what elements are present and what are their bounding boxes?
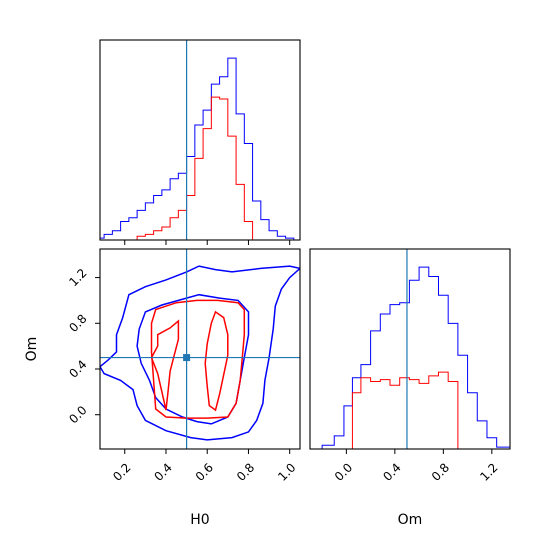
histogram-h0-panel	[99, 39, 301, 245]
x-tick-label: 0.4	[151, 460, 174, 483]
histogram-series-1	[310, 266, 511, 450]
y-tick-label: 0.0	[66, 403, 89, 426]
histogram-series-2	[100, 96, 300, 241]
x-tick-label: 1.0	[275, 460, 298, 483]
x-tick-label: 0.2	[110, 460, 133, 483]
histogram-series-2	[310, 371, 510, 450]
x-axis-label-h0: H0	[190, 512, 209, 528]
x-tick-label: 0.6	[193, 460, 216, 483]
x-tick-label: 0.8	[429, 460, 452, 483]
contour-series-2-level-1	[150, 299, 246, 419]
truth-marker	[183, 354, 191, 362]
y-tick-label: 0.4	[66, 357, 89, 380]
x-tick-label: 1.2	[477, 460, 500, 483]
contour-series-2-level-3	[204, 310, 229, 412]
contour-panel: 0.2 0.4 0.6 0.8 1.0 0.0 0.4 0.8 1.2 H0 Om	[24, 248, 301, 528]
x-tick-label: 0.8	[234, 460, 257, 483]
x-tick-label: 0.0	[332, 460, 355, 483]
y-tick-label: 0.8	[66, 312, 89, 335]
histogram-om-frame	[309, 248, 511, 450]
contour-series-1-level-1	[100, 265, 300, 441]
contour-frame	[99, 248, 301, 450]
histogram-h0-frame	[99, 39, 301, 241]
y-axis-label-om: Om	[24, 337, 40, 362]
y-tick-label: 1.2	[66, 266, 89, 289]
histogram-series-1	[99, 57, 300, 241]
histogram-om-panel: 0.0 0.4 0.8 1.2 Om	[309, 248, 511, 528]
x-axis-label-om: Om	[398, 512, 423, 528]
x-tick-label: 0.4	[380, 460, 403, 483]
